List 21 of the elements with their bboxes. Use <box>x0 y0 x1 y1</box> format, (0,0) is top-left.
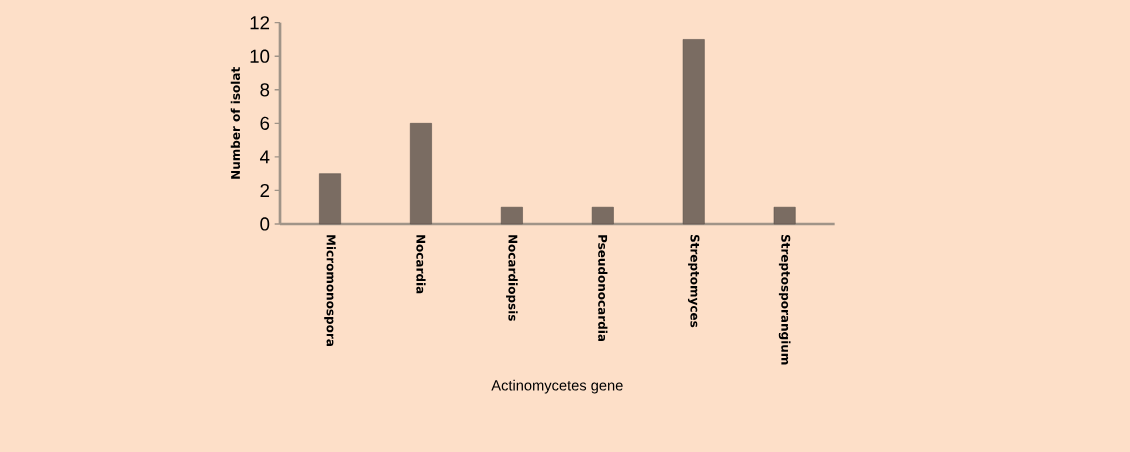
bar <box>410 123 432 225</box>
y-tick-label: 0 <box>260 217 270 231</box>
y-axis-title: Number of isolat <box>230 67 241 179</box>
y-tick-label: 8 <box>260 83 270 97</box>
x-tick-label: Streptomyces <box>687 234 700 328</box>
bar <box>500 206 523 225</box>
x-tick-label: Streptosporangium <box>778 234 791 365</box>
bar <box>682 39 705 225</box>
x-tick-label: Micromonospora <box>324 235 336 346</box>
y-tick-label: 4 <box>260 150 270 164</box>
y-tick-label: 10 <box>250 49 270 63</box>
y-tick-label: 2 <box>260 183 270 197</box>
x-tick-label: Pseudonocardia <box>598 235 608 342</box>
bar <box>773 206 796 225</box>
bar <box>319 173 341 225</box>
y-tick-label: 12 <box>250 16 270 30</box>
y-tick-label: 6 <box>260 116 270 130</box>
x-tick-label: Nocardiopsis <box>506 235 518 321</box>
bar <box>591 206 614 225</box>
x-tick-label: Nocardia <box>416 235 426 294</box>
x-axis-title: Actinomycetes gene <box>491 379 623 394</box>
